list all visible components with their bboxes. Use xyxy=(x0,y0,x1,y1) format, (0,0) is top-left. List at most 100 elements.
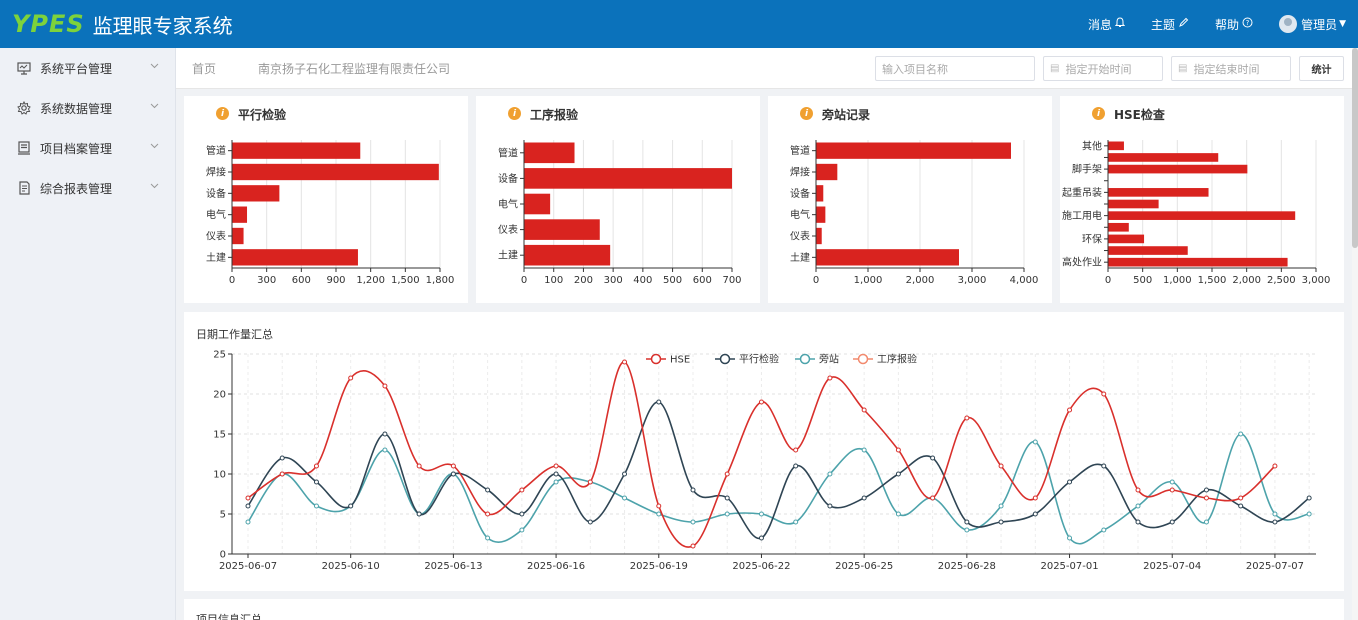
report-icon xyxy=(16,180,32,196)
chart-card-process: i 工序报验 管道 设备 电气 仪表 土建 0 100 200 300 400 500 600 700 xyxy=(476,96,760,303)
data-point xyxy=(348,503,354,509)
bar xyxy=(816,163,838,181)
x-tick-label: 300 xyxy=(257,275,276,286)
data-point xyxy=(1032,511,1038,517)
project-name-input[interactable]: 输入项目名称 xyxy=(875,56,1035,81)
data-point xyxy=(1032,439,1038,445)
data-point xyxy=(758,399,764,405)
data-point xyxy=(758,511,764,517)
data-point xyxy=(998,519,1004,525)
data-point xyxy=(964,415,970,421)
data-point xyxy=(622,359,628,365)
bar xyxy=(1108,164,1248,174)
y-tick-label: 10 xyxy=(213,470,226,481)
chart-card-hse: i HSE检查 其他 脚手架 起重吊装 施工用电 环保 高处作业 0 500 1,000 1,50… xyxy=(1060,96,1344,303)
start-date-input[interactable]: ▤ 指定开始时间 xyxy=(1043,56,1163,81)
line-chart-title: 日期工作量汇总 xyxy=(196,328,273,341)
data-point xyxy=(1203,495,1209,501)
data-point xyxy=(1306,511,1312,517)
data-point xyxy=(485,487,491,493)
stat-button[interactable]: 统计 xyxy=(1299,56,1344,81)
data-point xyxy=(690,519,696,525)
monitor-icon xyxy=(16,60,32,76)
messages-button[interactable]: 消息 xyxy=(1088,16,1126,33)
legend-marker xyxy=(857,353,869,365)
project-summary-card: 项目信息汇总 xyxy=(184,599,1344,620)
data-point xyxy=(758,535,764,541)
data-point xyxy=(656,503,662,509)
data-point xyxy=(1135,487,1141,493)
y-tick-label: 25 xyxy=(213,350,226,361)
data-point xyxy=(793,447,799,453)
sidebar-item-archive[interactable]: 项目档案管理 xyxy=(0,128,175,168)
bar xyxy=(816,142,1011,159)
brush-icon xyxy=(1178,17,1189,31)
y-tick-label: 5 xyxy=(220,510,226,521)
x-tick-label: 2,000 xyxy=(1232,275,1261,286)
x-tick-label: 3,000 xyxy=(1302,275,1331,286)
data-point xyxy=(450,463,456,469)
theme-button[interactable]: 主题 xyxy=(1151,16,1189,33)
start-date-placeholder: 指定开始时间 xyxy=(1065,62,1132,76)
data-point xyxy=(656,511,662,517)
data-point xyxy=(519,511,525,517)
y-tick-label: 0 xyxy=(220,550,226,561)
data-point xyxy=(279,455,285,461)
bar xyxy=(1108,257,1288,267)
data-point xyxy=(1272,519,1278,525)
x-tick-label: 900 xyxy=(326,275,345,286)
x-tick-label: 3,000 xyxy=(958,275,987,286)
x-tick-label: 2,000 xyxy=(906,275,935,286)
data-point xyxy=(1272,511,1278,517)
breadcrumb-home[interactable]: 首页 xyxy=(192,61,217,76)
y-tick-label: 其他 xyxy=(1082,139,1102,152)
data-point xyxy=(485,535,491,541)
bar xyxy=(524,219,600,240)
y-tick-label: 15 xyxy=(213,430,226,441)
data-point xyxy=(724,511,730,517)
line-chart: 0 5 10 15 20 25 2025-06-07 2025-06-10 2025-06-13… xyxy=(213,350,1316,572)
x-tick-label: 2,500 xyxy=(1267,275,1296,286)
data-point xyxy=(827,375,833,381)
sidebar-item-platform[interactable]: 系统平台管理 xyxy=(0,48,175,88)
chevron-down-icon xyxy=(150,141,159,152)
x-tick-label: 700 xyxy=(722,275,741,286)
x-tick-label: 2025-06-19 xyxy=(630,561,688,572)
x-tick-label: 2025-06-07 xyxy=(219,561,277,572)
x-tick-label: 600 xyxy=(292,275,311,286)
data-point xyxy=(553,463,559,469)
end-date-placeholder: 指定结束时间 xyxy=(1193,62,1260,76)
data-point xyxy=(1101,463,1107,469)
data-point xyxy=(793,519,799,525)
data-point xyxy=(827,503,833,509)
project-summary-title: 项目信息汇总 xyxy=(196,613,262,620)
chart-card-parallel: i 平行检验 管道 焊接 设备 电气 仪表 土建 0 300 600 900 1,200 1,500 1… xyxy=(184,96,468,303)
x-tick-label: 2025-06-28 xyxy=(938,561,996,572)
chevron-down-icon xyxy=(150,61,159,72)
breadcrumb: 首页 南京扬子石化工程监理有限责任公司 输入项目名称 ▤ 指定开始时间 ▤ 指定… xyxy=(176,48,1352,89)
bar xyxy=(816,249,959,266)
sidebar-item-data[interactable]: 系统数据管理 xyxy=(0,88,175,128)
x-tick-label: 0 xyxy=(521,275,527,286)
data-point xyxy=(690,487,696,493)
x-tick-label: 2025-06-22 xyxy=(732,561,790,572)
y-tick-label: 仪表 xyxy=(498,223,518,236)
chart-title: i 旁站记录 xyxy=(800,106,870,123)
data-point xyxy=(1067,535,1073,541)
x-tick-label: 2025-07-07 xyxy=(1246,561,1304,572)
scrollbar-thumb[interactable] xyxy=(1352,48,1358,248)
user-name: 管理员 xyxy=(1301,17,1338,32)
user-menu[interactable]: 管理员 ▼ xyxy=(1279,15,1346,33)
sidebar-item-report[interactable]: 综合报表管理 xyxy=(0,168,175,208)
help-button[interactable]: 帮助 ? xyxy=(1215,16,1253,33)
bar xyxy=(232,163,439,181)
x-tick-label: 1,500 xyxy=(391,275,420,286)
end-date-input[interactable]: ▤ 指定结束时间 xyxy=(1171,56,1291,81)
data-point xyxy=(450,471,456,477)
scrollbar-track[interactable] xyxy=(1352,48,1358,620)
chevron-down-icon xyxy=(150,101,159,112)
bar xyxy=(1108,199,1159,209)
x-tick-label: 1,200 xyxy=(356,275,385,286)
